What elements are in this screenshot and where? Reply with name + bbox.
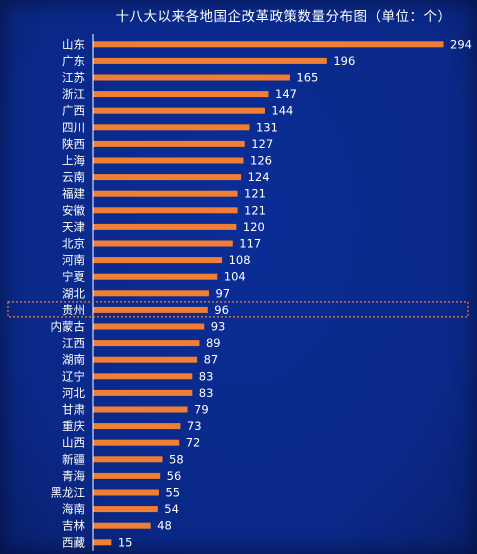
- category-label: 青海: [62, 469, 85, 483]
- value-label: 121: [244, 203, 266, 217]
- value-label: 56: [167, 469, 182, 483]
- category-label: 云南: [62, 170, 85, 184]
- category-label: 宁夏: [62, 270, 85, 284]
- bar: [93, 522, 151, 529]
- category-label: 西藏: [62, 535, 85, 549]
- value-label: 196: [333, 54, 355, 68]
- value-label: 127: [251, 137, 273, 151]
- bar: [93, 406, 188, 413]
- bar: [93, 506, 158, 513]
- value-label: 73: [187, 419, 202, 433]
- bar: [93, 273, 218, 280]
- bar: [93, 190, 238, 197]
- value-label: 120: [243, 220, 265, 234]
- bar: [93, 373, 193, 380]
- value-label: 55: [165, 486, 180, 500]
- bar: [93, 306, 208, 313]
- bar: [93, 472, 161, 479]
- value-label: 165: [296, 71, 318, 85]
- bar: [93, 456, 163, 463]
- category-label: 山东: [62, 37, 85, 51]
- value-label: 79: [194, 403, 209, 417]
- category-label: 广西: [62, 104, 85, 118]
- value-label: 96: [214, 303, 229, 317]
- bar: [93, 257, 223, 264]
- category-label: 海南: [62, 502, 85, 516]
- bar: [93, 107, 265, 114]
- category-label: 重庆: [62, 419, 85, 433]
- category-label: 天津: [62, 220, 85, 234]
- category-label: 江西: [62, 336, 85, 350]
- bar: [93, 356, 198, 363]
- category-label: 贵州: [62, 303, 85, 317]
- category-label: 北京: [62, 237, 85, 251]
- category-label: 安徽: [62, 203, 85, 217]
- bar: [93, 174, 242, 181]
- chart-title: 十八大以来各地国企改革政策数量分布图（单位：个）: [115, 9, 452, 25]
- highlight-box: [7, 301, 469, 318]
- bar: [93, 223, 237, 230]
- bar: [93, 41, 444, 48]
- bar: [93, 489, 159, 496]
- bar: [93, 74, 290, 81]
- value-label: 83: [199, 386, 214, 400]
- category-label: 甘肃: [62, 403, 85, 417]
- bar: [93, 323, 205, 330]
- value-label: 131: [256, 120, 278, 134]
- category-label: 上海: [62, 154, 85, 168]
- category-label: 内蒙古: [51, 320, 86, 334]
- category-label: 吉林: [62, 519, 85, 533]
- value-label: 48: [157, 519, 172, 533]
- value-label: 97: [215, 286, 230, 300]
- value-label: 54: [164, 502, 179, 516]
- category-label: 浙江: [62, 87, 85, 101]
- category-label: 新疆: [62, 452, 85, 466]
- bar: [93, 57, 327, 64]
- category-label: 四川: [62, 120, 85, 134]
- bar: [93, 539, 112, 546]
- bar: [93, 124, 250, 131]
- bar: [93, 340, 200, 347]
- value-label: 126: [250, 154, 272, 168]
- category-label: 黑龙江: [51, 486, 86, 500]
- bar: [93, 290, 209, 297]
- bar: [93, 207, 238, 214]
- value-label: 147: [275, 87, 297, 101]
- bar: [93, 91, 269, 98]
- value-label: 144: [271, 104, 293, 118]
- category-label: 河北: [62, 386, 85, 400]
- category-label: 广东: [62, 54, 85, 68]
- bar: [93, 423, 181, 430]
- bar: [93, 389, 193, 396]
- value-label: 117: [239, 237, 261, 251]
- category-label: 陕西: [62, 137, 85, 151]
- bar: [93, 439, 180, 446]
- value-label: 87: [204, 353, 219, 367]
- value-label: 108: [229, 253, 251, 267]
- value-label: 121: [244, 187, 266, 201]
- category-label: 江苏: [62, 71, 85, 85]
- value-label: 294: [450, 37, 472, 51]
- category-label: 湖北: [62, 286, 85, 300]
- category-label: 辽宁: [62, 369, 85, 383]
- bar: [93, 140, 245, 147]
- category-label: 湖南: [62, 353, 85, 367]
- value-label: 89: [206, 336, 221, 350]
- value-label: 104: [224, 270, 246, 284]
- value-label: 93: [211, 320, 226, 334]
- bar: [93, 157, 244, 164]
- value-label: 72: [186, 436, 201, 450]
- value-label: 15: [118, 535, 133, 549]
- value-label: 83: [199, 369, 214, 383]
- category-label: 河南: [62, 253, 85, 267]
- value-label: 124: [248, 170, 270, 184]
- bar: [93, 240, 233, 247]
- category-label: 福建: [62, 187, 85, 201]
- value-label: 58: [169, 452, 184, 466]
- category-label: 山西: [62, 436, 85, 450]
